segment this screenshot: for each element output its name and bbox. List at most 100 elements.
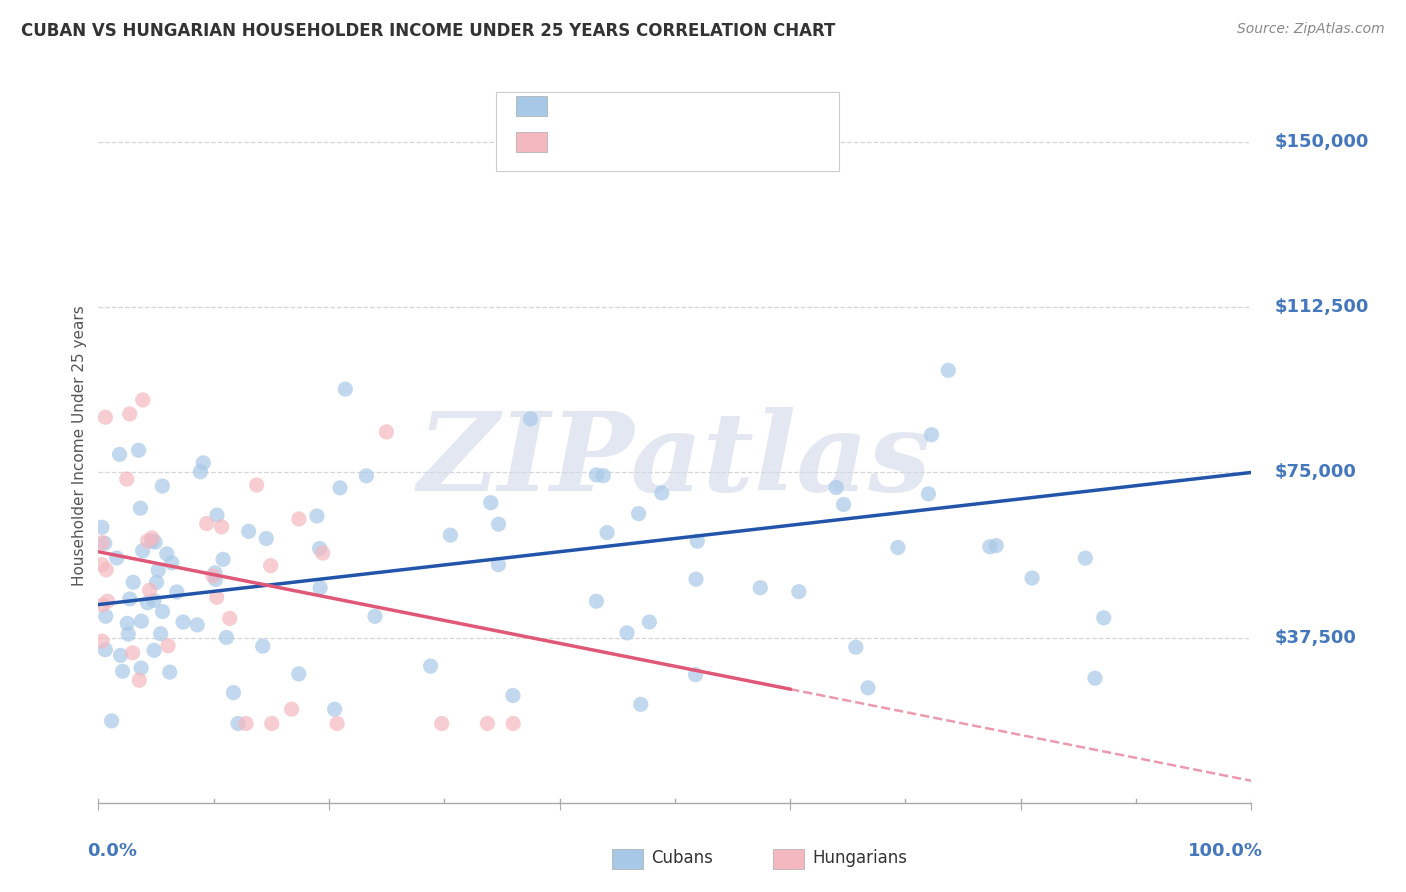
- Point: [94, 642, 117, 657]
- Point: [108, 447, 131, 461]
- Text: 100.0%: 100.0%: [1188, 842, 1263, 860]
- Point: [787, 584, 810, 599]
- Text: -0.314: -0.314: [595, 133, 659, 151]
- Point: [260, 558, 283, 573]
- Point: [118, 407, 141, 421]
- Point: [238, 524, 260, 539]
- Point: [96, 563, 118, 577]
- Point: [136, 534, 159, 549]
- Point: [129, 501, 152, 516]
- Point: [90, 520, 112, 534]
- Point: [111, 665, 134, 679]
- Point: [136, 596, 159, 610]
- Text: $75,000: $75,000: [1274, 464, 1357, 482]
- Point: [235, 716, 257, 731]
- Point: [131, 614, 153, 628]
- Point: [638, 615, 661, 629]
- Point: [148, 563, 170, 577]
- Point: [142, 593, 165, 607]
- Point: [1092, 611, 1115, 625]
- Point: [616, 625, 638, 640]
- Point: [288, 512, 311, 526]
- Point: [129, 661, 152, 675]
- Point: [479, 496, 502, 510]
- Point: [90, 535, 112, 549]
- Point: [856, 681, 879, 695]
- Point: [309, 581, 332, 595]
- Text: Cubans: Cubans: [651, 849, 713, 867]
- Point: [91, 598, 114, 612]
- Text: R =: R =: [555, 133, 595, 151]
- Point: [166, 585, 188, 599]
- Point: [117, 616, 139, 631]
- Point: [110, 648, 132, 663]
- Point: [979, 540, 1001, 554]
- Point: [364, 609, 387, 624]
- Point: [141, 533, 163, 548]
- Point: [115, 472, 138, 486]
- Point: [585, 594, 607, 608]
- Point: [143, 643, 166, 657]
- Point: [488, 558, 510, 572]
- Point: [596, 525, 619, 540]
- Point: [502, 716, 524, 731]
- Text: R =: R =: [555, 97, 595, 115]
- Point: [832, 498, 855, 512]
- Point: [172, 615, 194, 629]
- Point: [686, 534, 709, 549]
- Point: [90, 558, 112, 572]
- Point: [222, 686, 245, 700]
- Point: [356, 469, 378, 483]
- Text: $112,500: $112,500: [1274, 298, 1369, 317]
- Point: [204, 566, 226, 580]
- Point: [141, 531, 163, 545]
- Point: [218, 611, 240, 625]
- Point: [215, 631, 238, 645]
- Point: [1021, 571, 1043, 585]
- Point: [254, 532, 277, 546]
- Point: [226, 716, 249, 731]
- Point: [260, 716, 283, 731]
- Point: [96, 594, 118, 608]
- Point: [212, 552, 235, 566]
- Point: [138, 583, 160, 598]
- Point: [419, 659, 441, 673]
- Point: [94, 609, 117, 624]
- Point: [502, 689, 524, 703]
- Point: [685, 667, 707, 681]
- Point: [246, 478, 269, 492]
- Text: Hungarians: Hungarians: [813, 849, 908, 867]
- Point: [308, 541, 330, 556]
- Point: [439, 528, 461, 542]
- Point: [305, 508, 328, 523]
- Point: [685, 572, 707, 586]
- Point: [94, 410, 117, 425]
- Point: [193, 456, 215, 470]
- Y-axis label: Householder Income Under 25 years: Householder Income Under 25 years: [72, 306, 87, 586]
- Text: $37,500: $37,500: [1274, 629, 1357, 647]
- Text: 0.0%: 0.0%: [87, 842, 136, 860]
- Point: [149, 627, 172, 641]
- Text: 33: 33: [685, 133, 710, 151]
- Point: [1084, 671, 1107, 685]
- Point: [917, 487, 939, 501]
- Point: [986, 539, 1008, 553]
- Point: [117, 627, 139, 641]
- Point: [100, 714, 122, 728]
- Text: CUBAN VS HUNGARIAN HOUSEHOLDER INCOME UNDER 25 YEARS CORRELATION CHART: CUBAN VS HUNGARIAN HOUSEHOLDER INCOME UN…: [21, 22, 835, 40]
- Point: [845, 640, 868, 655]
- Point: [128, 673, 150, 688]
- Point: [280, 702, 302, 716]
- Point: [329, 481, 352, 495]
- Point: [201, 569, 224, 583]
- Text: ZIPatlas: ZIPatlas: [418, 407, 932, 514]
- Point: [157, 639, 180, 653]
- Point: [205, 508, 228, 523]
- Point: [132, 392, 155, 407]
- Point: [195, 516, 218, 531]
- Point: [145, 575, 167, 590]
- Point: [627, 507, 650, 521]
- Point: [143, 535, 166, 549]
- Point: [205, 591, 228, 605]
- Point: [204, 573, 226, 587]
